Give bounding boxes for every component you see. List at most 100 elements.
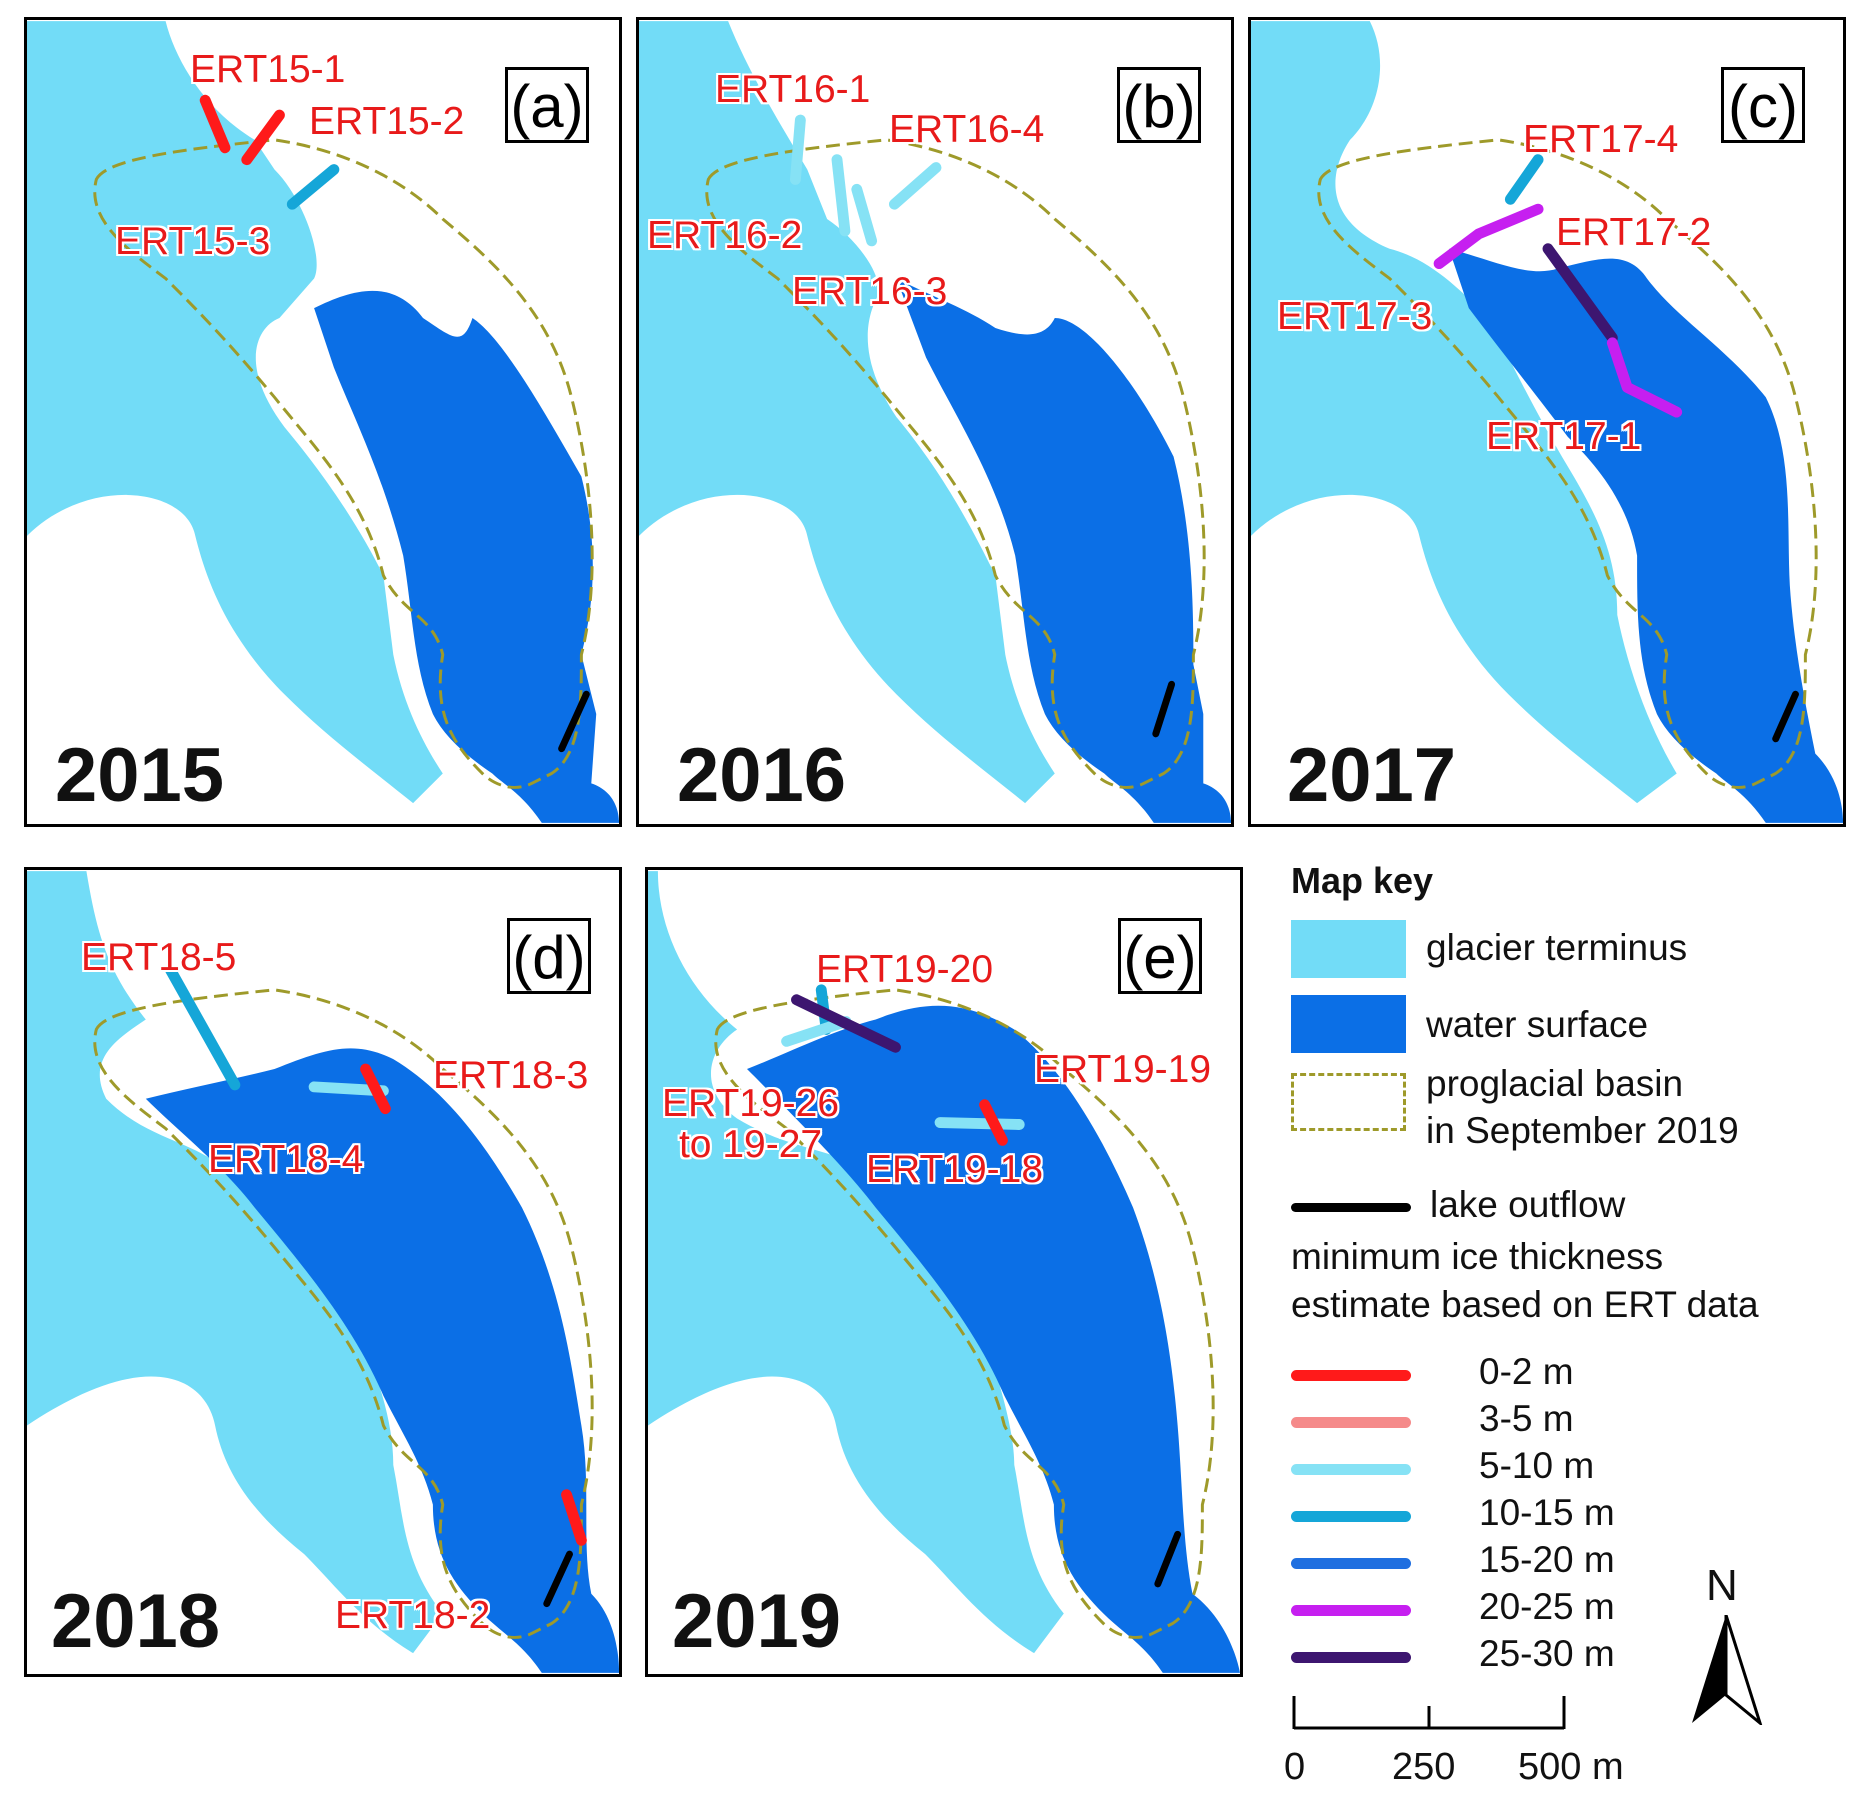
water-surface — [1448, 248, 1843, 823]
panel-letter: (a) — [505, 67, 589, 143]
panel-d-map — [27, 871, 619, 1673]
ert-line-17-4 — [1504, 154, 1544, 205]
water-surface — [145, 1048, 619, 1673]
proglacial-basin-outline — [93, 988, 594, 1639]
panel-year: 2016 — [677, 733, 847, 818]
ert-label: ERT18-3 — [433, 1054, 589, 1097]
water-swatch — [1291, 995, 1406, 1053]
ert-line-17-1 — [1606, 337, 1683, 418]
outflow-swatch — [1291, 1203, 1411, 1212]
glacier-label: glacier terminus — [1426, 927, 1688, 968]
ert-line-19-19 — [979, 1099, 1008, 1146]
glacier-terminus — [1251, 21, 1677, 804]
map-key-title: Map key — [1291, 860, 1434, 901]
thickness-class-label: 10-15 m — [1479, 1492, 1615, 1533]
ert-label: ERT18-2 — [335, 1594, 491, 1637]
glacier-terminus — [639, 21, 1055, 804]
ert-line-19-26-27-a — [781, 1016, 852, 1047]
ert-label: ERT16-3 — [792, 270, 948, 313]
scale-bar — [1292, 1696, 1566, 1730]
ert-line-16-1 — [789, 114, 806, 185]
thickness-swatch — [1291, 1417, 1411, 1428]
panel-letter: (b) — [1117, 67, 1201, 143]
lake-outflow-line — [1772, 690, 1799, 743]
ert-label: ERT17-2 — [1556, 211, 1712, 254]
lake-outflow-line — [543, 1550, 573, 1608]
ert-label: ERT18-5 — [81, 936, 237, 979]
ert-label: ERT19-26 to 19-27 — [662, 1082, 840, 1166]
map-panel-c: (c) 2017 ERT17-4 ERT17-2 ERT17-3 ERT17-1 — [1248, 17, 1846, 827]
panel-year: 2017 — [1287, 733, 1457, 818]
ert-line-15-3 — [286, 164, 340, 210]
thickness-swatch — [1291, 1464, 1411, 1475]
map-panel-a: (a) 2015 ERT15-1 ERT15-2 ERT15-3 — [24, 17, 622, 827]
thickness-heading-line2: estimate based on ERT data — [1291, 1284, 1759, 1325]
ert-line-16-4 — [888, 162, 942, 210]
north-arrow-icon — [1692, 1615, 1763, 1725]
ert-label: ERT17-1 — [1486, 415, 1642, 458]
ert-line-16-2 — [831, 154, 851, 237]
panel-year: 2018 — [51, 1579, 221, 1664]
panel-letter: (d) — [507, 918, 591, 994]
ert-line-17-2 — [1542, 243, 1618, 344]
ert-label: ERT15-3 — [115, 220, 271, 263]
ert-label: ERT19-18 — [866, 1148, 1044, 1191]
ert-line-16-3 — [851, 183, 878, 247]
ert-line-17-3 — [1433, 203, 1544, 270]
thickness-class-label: 3-5 m — [1479, 1398, 1574, 1439]
panel-letter: (c) — [1721, 67, 1805, 143]
lake-outflow-line — [1152, 680, 1176, 738]
lake-outflow-line — [1154, 1530, 1182, 1588]
thickness-swatch — [1291, 1370, 1411, 1381]
map-panel-e: (e) 2019 ERT19-20 ERT19-19 ERT19-26 to 1… — [645, 867, 1243, 1677]
panel-a-map — [27, 21, 619, 823]
water-surface — [746, 1005, 1240, 1673]
ert-label: ERT16-2 — [647, 214, 803, 257]
ert-label: ERT17-4 — [1523, 118, 1679, 161]
thickness-swatch — [1291, 1558, 1411, 1569]
ert-label: ERT15-2 — [309, 100, 465, 143]
panel-year: 2015 — [55, 733, 225, 818]
panel-c-map — [1251, 21, 1843, 823]
scale-tick-250: 250 — [1392, 1746, 1456, 1788]
panel-letter: (e) — [1118, 918, 1202, 994]
outflow-label: lake outflow — [1430, 1184, 1626, 1225]
north-label: N — [1706, 1561, 1738, 1610]
glacier-swatch — [1291, 920, 1406, 978]
water-surface — [314, 290, 619, 823]
proglacial-basin-outline — [705, 138, 1206, 789]
scale-tick-500: 500 m — [1518, 1746, 1624, 1788]
panel-b-map — [639, 21, 1231, 823]
water-label: water surface — [1426, 1004, 1649, 1045]
thickness-class-label: 20-25 m — [1479, 1586, 1615, 1627]
thickness-swatch — [1291, 1511, 1411, 1522]
panel-year: 2019 — [672, 1579, 842, 1664]
panel-e-map — [648, 871, 1240, 1673]
ert-line-15-1 — [199, 94, 231, 154]
ert-line-15-2 — [241, 109, 285, 166]
ert-line-19-18 — [934, 1117, 1025, 1130]
basin-swatch — [1291, 1073, 1406, 1131]
thickness-class-label: 5-10 m — [1479, 1445, 1595, 1486]
ert-line-18-3 — [360, 1063, 391, 1115]
map-panel-d: (d) 2018 ERT18-5 ERT18-3 ERT18-4 ERT18-2 — [24, 867, 622, 1677]
ert-label: ERT18-4 — [208, 1138, 364, 1181]
ert-label: ERT19-20 — [816, 948, 994, 991]
proglacial-basin-outline — [93, 138, 594, 789]
thickness-heading-line1: minimum ice thickness — [1291, 1236, 1664, 1277]
thickness-class-label: 0-2 m — [1479, 1351, 1574, 1392]
ert-line-19-26-27-b — [791, 994, 901, 1053]
thickness-swatch — [1291, 1605, 1411, 1616]
basin-label-line2: in September 2019 — [1426, 1110, 1739, 1151]
ert-label: ERT17-3 — [1277, 295, 1433, 338]
ert-line-18-5 — [165, 964, 241, 1091]
ert-label: ERT16-4 — [889, 108, 1045, 151]
ert-label: ERT16-1 — [715, 68, 871, 111]
map-panel-b: (b) 2016 ERT16-1 ERT16-4 ERT16-2 ERT16-3 — [636, 17, 1234, 827]
thickness-class-label: 15-20 m — [1479, 1539, 1615, 1580]
ert-label: ERT15-1 — [190, 48, 346, 91]
map-key: Map key glacier terminus water surface p… — [1280, 860, 1858, 1807]
glacier-terminus — [648, 871, 1064, 1654]
proglacial-basin-outline — [714, 988, 1215, 1639]
proglacial-basin-outline — [1317, 138, 1818, 789]
